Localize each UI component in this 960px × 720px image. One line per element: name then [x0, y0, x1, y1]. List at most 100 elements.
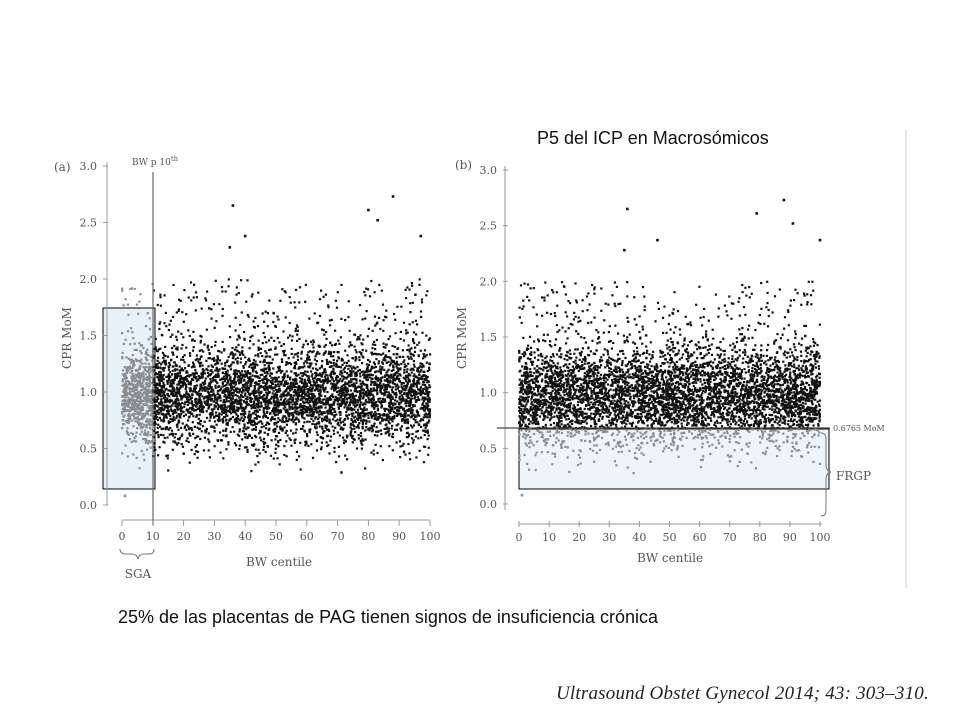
data-point [267, 366, 270, 369]
data-point [314, 371, 317, 375]
data-point [341, 390, 344, 393]
data-point [187, 419, 190, 422]
data-point [213, 326, 216, 329]
data-point [422, 402, 425, 405]
data-point [311, 373, 314, 376]
data-point [173, 402, 176, 405]
data-point [153, 410, 157, 414]
data-point [257, 448, 260, 451]
data-point [175, 405, 178, 408]
data-point [347, 382, 350, 385]
data-point [369, 369, 372, 373]
data-point [127, 313, 130, 316]
data-point [362, 388, 365, 391]
data-point [383, 368, 386, 371]
data-point [376, 407, 380, 410]
data-point [188, 427, 191, 430]
data-point [373, 291, 376, 294]
data-point [325, 337, 328, 340]
data-point [294, 372, 297, 375]
data-point [416, 429, 419, 433]
data-point [426, 381, 429, 384]
data-point [362, 338, 365, 341]
data-point [392, 353, 395, 356]
data-point [275, 422, 278, 425]
data-point [243, 446, 247, 449]
data-point [173, 361, 176, 364]
data-point [342, 394, 345, 397]
data-point [375, 426, 378, 429]
data-point [376, 376, 379, 380]
data-point [121, 357, 124, 360]
data-point [382, 358, 385, 361]
data-point [321, 417, 324, 420]
data-point [389, 406, 392, 409]
data-point [238, 444, 241, 447]
data-point [381, 362, 384, 365]
data-point [183, 393, 186, 396]
data-point [244, 397, 247, 400]
data-point [144, 386, 147, 389]
data-point [138, 374, 141, 377]
data-point [301, 389, 304, 392]
data-point [161, 334, 164, 337]
data-point [149, 335, 152, 339]
data-point [143, 423, 146, 426]
data-point [252, 343, 255, 346]
data-point [281, 360, 284, 363]
data-point [209, 378, 212, 381]
data-point [133, 287, 136, 290]
data-point [222, 418, 225, 421]
data-point [282, 379, 285, 382]
data-point [317, 417, 320, 421]
data-point [223, 408, 226, 411]
data-point [424, 355, 427, 358]
data-point [397, 363, 400, 366]
data-point [328, 360, 331, 363]
data-point [289, 363, 293, 366]
data-point [330, 395, 333, 398]
data-point [195, 450, 198, 453]
data-point [324, 386, 327, 389]
data-point [417, 377, 420, 380]
data-point [413, 397, 416, 400]
data-point [384, 346, 387, 349]
data-point [154, 431, 158, 434]
data-point [352, 424, 356, 427]
data-point [184, 425, 187, 428]
data-point [383, 413, 386, 417]
data-point [416, 421, 419, 424]
data-point [409, 368, 412, 371]
data-point [231, 380, 234, 383]
data-point [217, 414, 220, 417]
data-point [330, 412, 334, 415]
data-point [289, 386, 293, 389]
data-point [178, 403, 182, 406]
data-point [353, 408, 356, 411]
data-point [341, 380, 344, 383]
data-point [364, 467, 367, 470]
data-point [312, 346, 315, 349]
data-point [141, 372, 144, 375]
data-point [406, 375, 409, 378]
data-point [329, 422, 332, 425]
data-point [317, 405, 320, 408]
data-point [209, 381, 212, 384]
data-point [137, 390, 140, 393]
data-point [398, 440, 402, 443]
data-point [385, 391, 388, 394]
data-point [129, 406, 132, 409]
data-point [168, 433, 171, 436]
data-point [336, 423, 339, 426]
data-point [298, 420, 301, 423]
data-point [174, 375, 177, 378]
data-point [374, 414, 377, 417]
data-point [251, 334, 254, 337]
data-point [298, 366, 301, 369]
data-point [192, 363, 195, 366]
data-point [365, 349, 368, 352]
data-point [140, 372, 143, 376]
data-point [264, 397, 267, 400]
data-point [420, 315, 423, 318]
data-point [371, 398, 374, 401]
